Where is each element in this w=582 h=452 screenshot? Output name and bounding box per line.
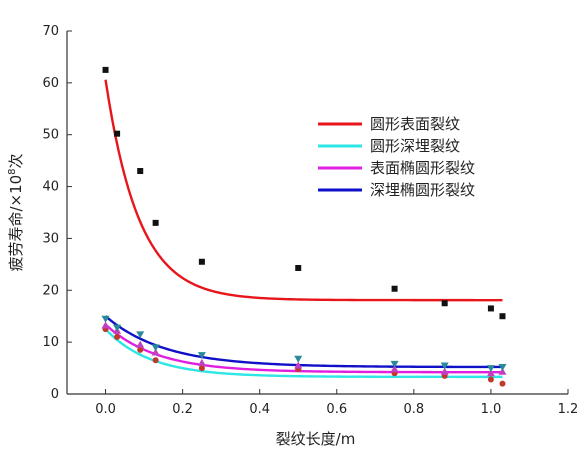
y-tick-label: 20 [42, 283, 59, 298]
y-axis-title-prefix: 疲劳寿命/×10 [7, 175, 25, 272]
marker-square [391, 285, 398, 292]
marker-triangle-up [136, 340, 145, 348]
x-tick-label: 0.4 [249, 402, 270, 417]
y-tick-label: 70 [42, 24, 59, 39]
legend-label-3: 深埋椭圆形裂纹 [370, 181, 475, 199]
y-tick-label: 0 [51, 387, 59, 402]
legend-label-1: 圆形深埋裂纹 [370, 137, 460, 155]
x-tick-label: 0.0 [95, 402, 116, 417]
y-tick-label: 50 [42, 128, 59, 143]
marker-circle [152, 357, 159, 364]
marker-triangle-down [440, 362, 449, 370]
marker-triangle-down [113, 324, 122, 332]
marker-circle [499, 380, 506, 387]
marker-triangle-up [498, 367, 507, 375]
marker-square [137, 168, 144, 175]
y-tick-label: 30 [42, 231, 59, 246]
x-tick-label: 1.0 [481, 402, 502, 417]
legend-label-2: 表面椭圆形裂纹 [370, 159, 475, 177]
y-axis-title: 疲劳寿命/×108次 [7, 153, 25, 271]
marker-circle [487, 376, 494, 383]
marker-square [152, 219, 159, 226]
marker-square [198, 258, 205, 265]
marker-triangle-up [294, 361, 303, 369]
marker-triangle-down [151, 344, 160, 352]
marker-triangle-down [136, 331, 145, 339]
marker-triangle-up [486, 369, 495, 377]
marker-triangle-up [101, 321, 110, 329]
x-tick-label: 0.6 [326, 402, 347, 417]
marker-square [441, 300, 448, 307]
y-axis-title-suffix: 次 [7, 153, 25, 168]
marker-square [295, 264, 302, 271]
legend-label-0: 圆形表面裂纹 [370, 115, 460, 133]
axes: 0 10 20 30 40 50 60 70 0.0 0.2 0.4 0.6 0.8 1.0 1.2 裂纹长度… [7, 24, 578, 448]
fit-curve-3 [104, 315, 503, 369]
marker-circle [198, 365, 205, 372]
fit-curves [104, 79, 503, 379]
marker-triangle-down [197, 352, 206, 360]
marker-square [487, 305, 494, 312]
x-tick-label: 0.8 [404, 402, 425, 417]
fit-curve-2 [104, 323, 503, 374]
y-tick-label: 10 [42, 335, 59, 350]
fit-curve-0 [104, 79, 503, 302]
marker-triangle-up [390, 365, 399, 373]
marker-triangle-up [440, 367, 449, 375]
y-tick-label: 40 [42, 180, 59, 195]
marker-square [499, 313, 506, 320]
marker-triangle-down [486, 365, 495, 373]
x-tick-label: 0.2 [172, 402, 193, 417]
marker-triangle-down [294, 355, 303, 363]
marker-triangle-up [197, 358, 206, 366]
marker-triangle-up [151, 348, 160, 356]
x-axis-title: 裂纹长度/m [276, 430, 356, 448]
y-axis-title-superscript: 8 [7, 168, 18, 174]
marker-circle [114, 333, 121, 340]
marker-circle [137, 346, 144, 353]
marker-triangle-down [498, 364, 507, 372]
fit-curve-1 [104, 328, 503, 379]
y-tick-label: 60 [42, 76, 59, 91]
marker-triangle-down [390, 360, 399, 368]
marker-square [102, 66, 109, 73]
data-markers [101, 66, 507, 387]
marker-triangle-down [101, 315, 110, 323]
marker-square [114, 130, 121, 137]
x-tick-label: 1.2 [558, 402, 579, 417]
